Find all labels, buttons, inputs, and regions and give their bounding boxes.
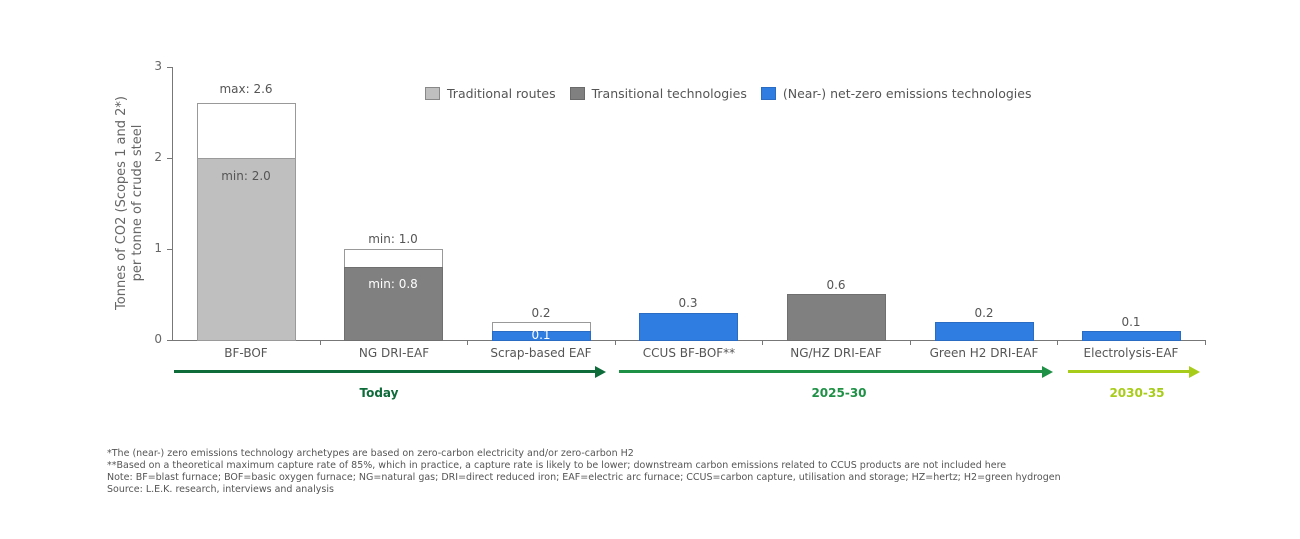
x-tick xyxy=(615,340,616,345)
arrow-head-icon xyxy=(1042,365,1053,378)
legend-item-transitional: Transitional technologies xyxy=(569,86,747,101)
footnote-source: Source: L.E.K. research, interviews and … xyxy=(107,484,334,495)
y-axis xyxy=(172,67,173,341)
x-tick xyxy=(1057,340,1058,345)
timeline-arrow-2030-35 xyxy=(1068,365,1200,378)
period-label-2025-30: 2025-30 xyxy=(811,386,867,400)
y-tick-label: 3 xyxy=(154,59,162,73)
legend: Traditional routes Transitional technolo… xyxy=(425,86,1045,101)
legend-item-net-zero: (Near-) net-zero emissions technologies xyxy=(760,86,1032,101)
bar-label-bf-bof-max: max: 2.6 xyxy=(219,82,273,96)
y-tick xyxy=(167,67,172,68)
y-tick-label: 2 xyxy=(154,150,162,164)
bar-scrap-eaf-value xyxy=(492,331,591,341)
category-label-ng-dri-eaf: NG DRI-EAF xyxy=(358,346,430,360)
category-label-bf-bof: BF-BOF xyxy=(224,346,268,360)
y-axis-label-line-1: Tonnes of CO2 (Scopes 1 and 2*) xyxy=(114,96,129,310)
timeline-arrow-2025-30 xyxy=(619,365,1053,378)
y-tick xyxy=(167,158,172,159)
arrow-head-icon xyxy=(595,365,606,378)
timeline-arrow-today xyxy=(174,365,606,378)
bar-label-scrap-eaf-top: 0.2 xyxy=(531,306,551,320)
category-label-green-h2-dri-eaf: Green H2 DRI-EAF xyxy=(929,346,1039,360)
footnote-note: Note: BF=blast furnace; BOF=basic oxygen… xyxy=(107,472,1061,483)
x-tick xyxy=(320,340,321,345)
bar-label-ccus-bf-bof: 0.3 xyxy=(678,296,698,310)
category-label-ccus-bf-bof: CCUS BF-BOF** xyxy=(642,346,736,360)
legend-swatch-traditional xyxy=(425,87,440,100)
legend-label: (Near-) net-zero emissions technologies xyxy=(782,86,1032,101)
footnote-1: *The (near-) zero emissions technology a… xyxy=(107,448,634,459)
bar-ng-dri-eaf-max xyxy=(344,249,443,268)
arrow-head-icon xyxy=(1189,365,1200,378)
x-tick xyxy=(910,340,911,345)
legend-label: Transitional technologies xyxy=(591,86,747,101)
bar-label-ng-dri-eaf-inner: min: 0.8 xyxy=(368,277,418,291)
bar-bf-bof-max xyxy=(197,103,296,159)
y-axis-label: Tonnes of CO2 (Scopes 1 and 2*) per tonn… xyxy=(114,73,146,333)
legend-swatch-transitional xyxy=(569,87,585,100)
x-tick xyxy=(762,340,763,345)
footnote-2: **Based on a theoretical maximum capture… xyxy=(107,460,1007,471)
x-tick xyxy=(467,340,468,345)
bar-electrolysis-eaf xyxy=(1082,331,1181,341)
category-label-electrolysis-eaf: Electrolysis-EAF xyxy=(1083,346,1179,360)
bar-label-scrap-eaf-inner: 0.1 xyxy=(531,328,551,342)
bar-ng-hz-dri-eaf xyxy=(787,294,886,341)
y-tick-label: 0 xyxy=(154,332,162,346)
bar-label-electrolysis-eaf: 0.1 xyxy=(1121,315,1141,329)
bar-label-bf-bof-min: min: 2.0 xyxy=(221,169,271,183)
bar-label-ng-dri-eaf-top: min: 1.0 xyxy=(368,232,418,246)
bar-label-ng-hz-dri-eaf: 0.6 xyxy=(826,278,846,292)
y-tick-label: 1 xyxy=(154,241,162,255)
category-label-ng-hz-dri-eaf: NG/HZ DRI-EAF xyxy=(790,346,882,360)
bar-green-h2-dri-eaf xyxy=(935,322,1034,341)
y-axis-label-line-2: per tonne of crude steel xyxy=(130,124,145,282)
x-tick xyxy=(1205,340,1206,345)
period-label-today: Today xyxy=(359,386,399,400)
legend-swatch-net-zero xyxy=(760,87,776,100)
bar-bf-bof-min xyxy=(197,158,296,341)
legend-item-traditional: Traditional routes xyxy=(425,86,556,101)
bar-ccus-bf-bof xyxy=(639,313,738,341)
footnotes: *The (near-) zero emissions technology a… xyxy=(107,448,1061,496)
bar-label-green-h2-dri-eaf: 0.2 xyxy=(974,306,994,320)
legend-label: Traditional routes xyxy=(447,86,556,101)
y-tick xyxy=(167,340,172,341)
bar-ng-dri-eaf-min xyxy=(344,267,443,341)
period-label-2030-35: 2030-35 xyxy=(1109,386,1165,400)
category-label-scrap-eaf: Scrap-based EAF xyxy=(490,346,592,360)
y-tick xyxy=(167,249,172,250)
